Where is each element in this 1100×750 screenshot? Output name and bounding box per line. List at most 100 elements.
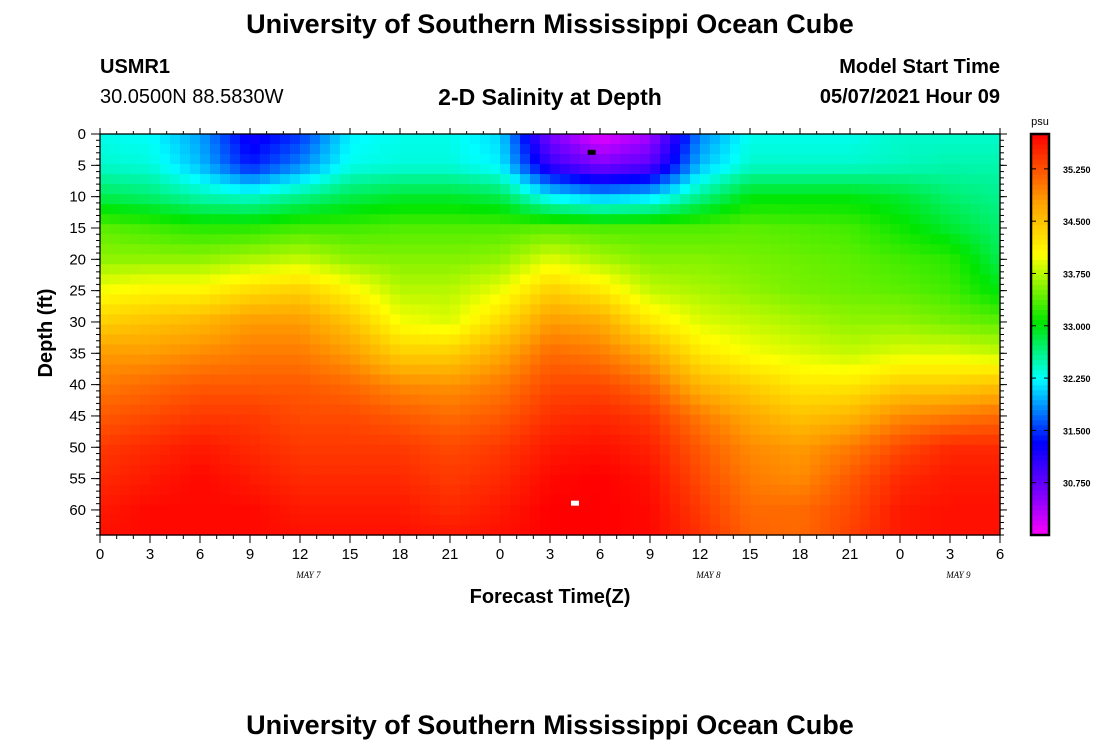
heatmap-cell xyxy=(780,234,791,245)
heatmap-cell xyxy=(860,464,871,476)
heatmap-cell xyxy=(260,154,271,165)
heatmap-cell xyxy=(720,524,731,536)
heatmap-cell xyxy=(690,444,701,456)
heatmap-cell xyxy=(570,254,581,265)
heatmap-cell xyxy=(940,484,951,496)
heatmap-cell xyxy=(930,194,941,205)
heatmap-cell xyxy=(620,444,631,456)
heatmap-cell xyxy=(470,404,481,416)
heatmap-cell xyxy=(800,164,811,175)
heatmap-cell xyxy=(640,244,651,255)
heatmap-cell xyxy=(780,444,791,456)
heatmap-cell xyxy=(840,404,851,416)
colorbar-segment xyxy=(1031,279,1049,285)
heatmap-cell xyxy=(480,334,491,346)
heatmap-cell xyxy=(260,514,271,526)
heatmap-cell xyxy=(930,134,941,145)
heatmap-cell xyxy=(820,324,831,336)
heatmap-cell xyxy=(970,264,981,275)
heatmap-cell xyxy=(180,264,191,275)
heatmap-cell xyxy=(710,224,721,235)
heatmap-cell xyxy=(130,444,141,456)
heatmap-cell xyxy=(800,484,811,496)
heatmap-cell xyxy=(950,394,961,406)
heatmap-cell xyxy=(240,424,251,436)
heatmap-cell xyxy=(230,314,241,326)
heatmap-cell xyxy=(110,374,121,386)
heatmap-cell xyxy=(730,404,741,416)
heatmap-cell xyxy=(600,274,611,285)
heatmap-cell xyxy=(810,434,821,446)
heatmap-cell xyxy=(600,444,611,456)
heatmap-cell xyxy=(540,224,551,235)
heatmap-cell xyxy=(700,144,711,155)
heatmap-cell xyxy=(310,414,321,426)
heatmap-cell xyxy=(830,214,841,225)
heatmap-cell xyxy=(640,494,651,506)
heatmap-cell xyxy=(990,274,1001,285)
heatmap-cell xyxy=(210,264,221,275)
heatmap-cell xyxy=(960,244,971,255)
heatmap-cell xyxy=(860,494,871,506)
heatmap-cell xyxy=(220,234,231,245)
heatmap-cell xyxy=(270,354,281,366)
heatmap-cell xyxy=(680,404,691,416)
heatmap-cell xyxy=(420,504,431,516)
heatmap-cell xyxy=(520,164,531,175)
heatmap-cell xyxy=(440,484,451,496)
heatmap-cell xyxy=(750,294,761,306)
heatmap-cell xyxy=(910,504,921,516)
heatmap-cell xyxy=(600,484,611,496)
heatmap-cell xyxy=(490,484,501,496)
heatmap-cell xyxy=(270,174,281,185)
heatmap-cell xyxy=(170,384,181,396)
heatmap-cell xyxy=(580,514,591,526)
heatmap-cell xyxy=(680,454,691,466)
heatmap-cell xyxy=(150,334,161,346)
heatmap-cell xyxy=(750,494,761,506)
heatmap-cell xyxy=(500,434,511,446)
heatmap-cell xyxy=(890,214,901,225)
heatmap-cell xyxy=(890,324,901,336)
heatmap-cell xyxy=(180,354,191,366)
heatmap-cell xyxy=(220,324,231,336)
heatmap-cell xyxy=(360,354,371,366)
heatmap-cell xyxy=(600,204,611,215)
heatmap-cell xyxy=(980,334,991,346)
heatmap-cell xyxy=(970,434,981,446)
heatmap-cell xyxy=(950,304,961,316)
heatmap-cell xyxy=(100,464,111,476)
heatmap-cell xyxy=(550,474,561,486)
heatmap-cell xyxy=(920,184,931,195)
heatmap-cell xyxy=(490,374,501,386)
heatmap-cell xyxy=(360,384,371,396)
heatmap-cell xyxy=(300,484,311,496)
heatmap-cell xyxy=(200,364,211,376)
colorbar-segment xyxy=(1031,364,1049,371)
heatmap-cell xyxy=(230,244,241,255)
heatmap-cell xyxy=(380,314,391,326)
heatmap-cell xyxy=(970,354,981,366)
heatmap-cell xyxy=(460,334,471,346)
y-tick-label: 30 xyxy=(69,314,86,331)
heatmap-cell xyxy=(690,464,701,476)
heatmap-cell xyxy=(550,214,561,225)
heatmap-cell xyxy=(810,364,821,376)
heatmap-cell xyxy=(410,494,421,506)
heatmap-cell xyxy=(280,434,291,446)
heatmap-cell xyxy=(230,524,241,536)
heatmap-cell xyxy=(900,304,911,316)
heatmap-cell xyxy=(150,504,161,516)
heatmap-cell xyxy=(320,234,331,245)
heatmap-cell xyxy=(300,214,311,225)
extrema-markers xyxy=(571,149,596,506)
colorbar-segment xyxy=(1031,199,1049,205)
heatmap-cell xyxy=(710,134,721,145)
heatmap-cell xyxy=(630,144,641,155)
heatmap-cell xyxy=(920,374,931,386)
heatmap-cell xyxy=(250,234,261,245)
heatmap-cell xyxy=(430,304,441,316)
heatmap-cell xyxy=(680,504,691,516)
heatmap-cell xyxy=(770,344,781,356)
heatmap-cell xyxy=(580,504,591,516)
